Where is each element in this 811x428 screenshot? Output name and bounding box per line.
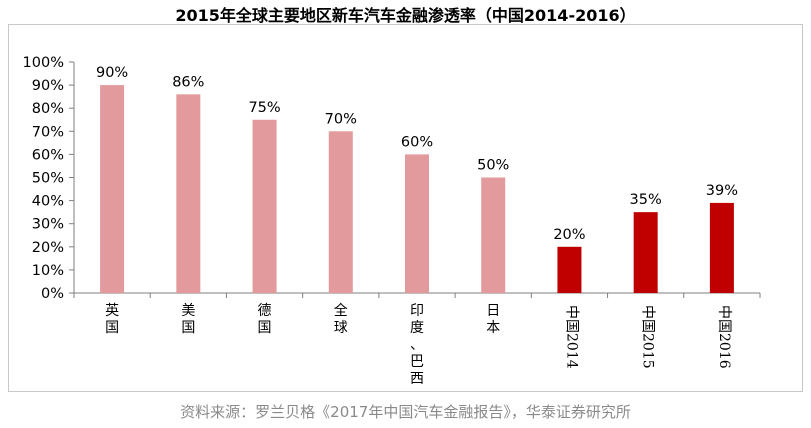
y-tick-label: 0% (41, 286, 64, 302)
x-tick-label: 中国2015 (640, 305, 656, 369)
x-tick-label: 美国 (181, 303, 195, 336)
y-tick-label: 90% (32, 78, 64, 94)
x-tick-label: 全球 (334, 302, 348, 336)
y-tick-label: 80% (32, 101, 64, 117)
data-label: 86% (172, 74, 204, 90)
y-tick-label: 10% (32, 263, 64, 279)
data-label: 20% (553, 227, 585, 243)
data-label: 50% (477, 158, 509, 174)
chart-title: 2015年全球主要地区新车汽车金融渗透率（中国2014-2016） (175, 6, 636, 25)
data-label: 90% (96, 65, 128, 81)
bar (328, 131, 353, 293)
x-tick-label: 中国2016 (716, 305, 732, 369)
x-tick-label: 德国 (258, 303, 272, 336)
y-tick-label: 20% (32, 240, 64, 256)
x-tick-label: 印度、巴西 (410, 303, 424, 387)
y-tick-label: 100% (23, 55, 64, 71)
y-tick-label: 70% (32, 124, 64, 140)
bar (709, 202, 734, 293)
data-label: 39% (706, 183, 738, 199)
x-tick-label: 中国2014 (563, 305, 579, 369)
y-tick-label: 40% (32, 194, 64, 210)
bar (633, 212, 658, 293)
y-tick-label: 50% (32, 171, 64, 187)
y-tick-label: 60% (32, 147, 64, 163)
data-label: 75% (248, 100, 280, 116)
bar (557, 246, 582, 293)
bar (481, 177, 506, 293)
chart-frame (8, 24, 803, 392)
bar (100, 85, 125, 293)
x-tick-label: 日本 (486, 303, 500, 336)
data-label: 35% (630, 192, 662, 208)
x-tick-label: 英国 (105, 302, 119, 336)
y-tick-label: 30% (32, 217, 64, 233)
source-note: 资料来源：罗兰贝格《2017年中国汽车金融报告》，华泰证券研究所 (180, 403, 631, 421)
data-label: 70% (325, 111, 357, 127)
bar-chart: 0% 10% 20% 30% 40% 50% 60% 70% 80% 90% 100% 90% 英国 86… (23, 55, 761, 387)
bar (252, 119, 277, 293)
data-label: 60% (401, 134, 433, 150)
bar (405, 154, 429, 293)
bar (176, 94, 201, 293)
